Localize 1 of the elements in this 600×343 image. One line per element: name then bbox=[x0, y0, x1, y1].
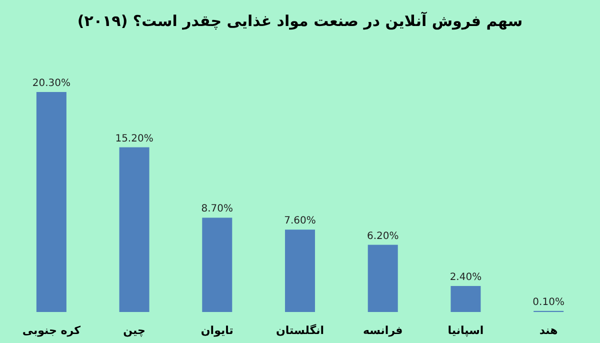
title: سهم فروش آنلاین در صنعت مواد غذایی چقدر است؟ (۲۰۱۹) bbox=[77, 12, 523, 30]
